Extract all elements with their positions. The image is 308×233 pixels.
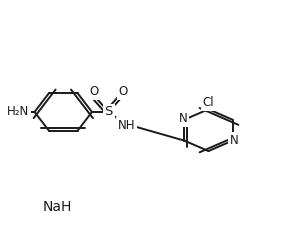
Text: H₂N: H₂N <box>7 106 29 118</box>
Text: N: N <box>178 112 187 125</box>
Text: O: O <box>119 85 128 98</box>
Text: NH: NH <box>118 119 136 132</box>
Text: N: N <box>230 134 238 147</box>
Text: Cl: Cl <box>203 96 214 109</box>
Text: S: S <box>104 106 113 118</box>
Text: NaH: NaH <box>43 200 72 215</box>
Text: O: O <box>90 85 99 98</box>
